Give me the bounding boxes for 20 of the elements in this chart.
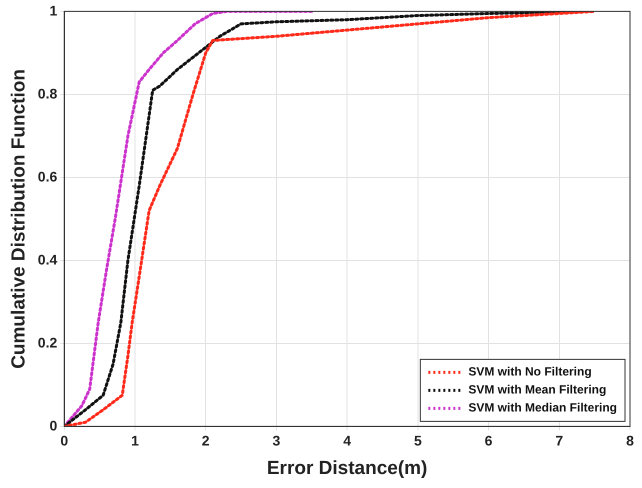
y-tick-label: 0.8 bbox=[38, 85, 58, 102]
y-tick-label: 0.2 bbox=[38, 334, 58, 350]
y-axis-title: Cumulative Distribution Function bbox=[8, 69, 30, 369]
legend-label: SVM with No Filtering bbox=[468, 364, 592, 379]
x-tick-label: 6 bbox=[484, 432, 493, 449]
x-tick-label: 5 bbox=[414, 432, 422, 449]
x-tick-label: 8 bbox=[626, 432, 634, 449]
legend-label: SVM with Median Filtering bbox=[468, 400, 617, 415]
x-tick-label: 1 bbox=[131, 432, 140, 449]
x-tick-label: 0 bbox=[60, 432, 68, 449]
y-tick-label: 0 bbox=[49, 417, 58, 434]
x-tick-label: 7 bbox=[555, 432, 564, 449]
x-tick-label: 2 bbox=[202, 432, 210, 449]
x-axis-title: Error Distance(m) bbox=[266, 458, 428, 479]
x-tick-label: 4 bbox=[343, 432, 352, 449]
y-tick-label: 1 bbox=[49, 2, 58, 18]
y-tick-label: 0.6 bbox=[38, 168, 58, 184]
legend-label: SVM with Mean Filtering bbox=[468, 382, 606, 397]
x-tick-label: 3 bbox=[272, 432, 281, 449]
y-tick-label: 0.4 bbox=[38, 251, 58, 268]
